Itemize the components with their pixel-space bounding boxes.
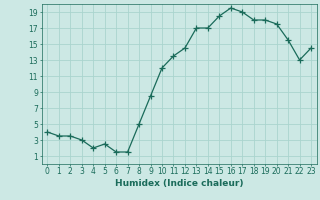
X-axis label: Humidex (Indice chaleur): Humidex (Indice chaleur) (115, 179, 244, 188)
